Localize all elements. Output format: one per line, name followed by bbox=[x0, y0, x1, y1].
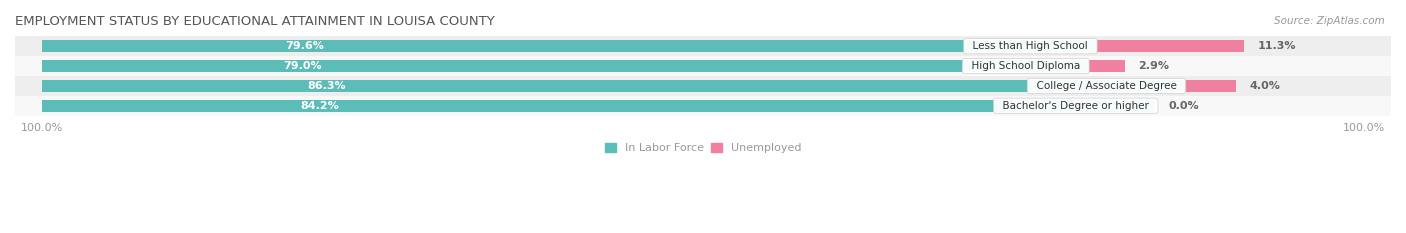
Text: 2.9%: 2.9% bbox=[1139, 61, 1170, 71]
Bar bbox=[15, 76, 1391, 96]
Text: 11.3%: 11.3% bbox=[1257, 41, 1296, 51]
Text: 86.3%: 86.3% bbox=[308, 81, 346, 91]
Text: EMPLOYMENT STATUS BY EDUCATIONAL ATTAINMENT IN LOUISA COUNTY: EMPLOYMENT STATUS BY EDUCATIONAL ATTAINM… bbox=[15, 15, 495, 28]
Legend: In Labor Force, Unemployed: In Labor Force, Unemployed bbox=[600, 138, 806, 158]
Text: Less than High School: Less than High School bbox=[966, 41, 1094, 51]
Text: College / Associate Degree: College / Associate Degree bbox=[1029, 81, 1184, 91]
Text: 79.0%: 79.0% bbox=[284, 61, 322, 71]
Text: Bachelor's Degree or higher: Bachelor's Degree or higher bbox=[995, 101, 1156, 111]
Bar bbox=[42, 60, 1087, 72]
Bar bbox=[1094, 40, 1244, 52]
Bar bbox=[15, 36, 1391, 56]
Text: 0.0%: 0.0% bbox=[1168, 101, 1199, 111]
Bar bbox=[1087, 60, 1125, 72]
Bar bbox=[42, 99, 1156, 112]
Bar bbox=[15, 56, 1391, 76]
Text: 4.0%: 4.0% bbox=[1250, 81, 1281, 91]
Bar bbox=[1184, 80, 1236, 92]
Text: High School Diploma: High School Diploma bbox=[965, 61, 1087, 71]
Text: 84.2%: 84.2% bbox=[301, 101, 339, 111]
Bar bbox=[15, 96, 1391, 116]
Text: 79.6%: 79.6% bbox=[285, 41, 325, 51]
Bar bbox=[42, 80, 1184, 92]
Bar bbox=[42, 40, 1094, 52]
Text: Source: ZipAtlas.com: Source: ZipAtlas.com bbox=[1274, 16, 1385, 26]
